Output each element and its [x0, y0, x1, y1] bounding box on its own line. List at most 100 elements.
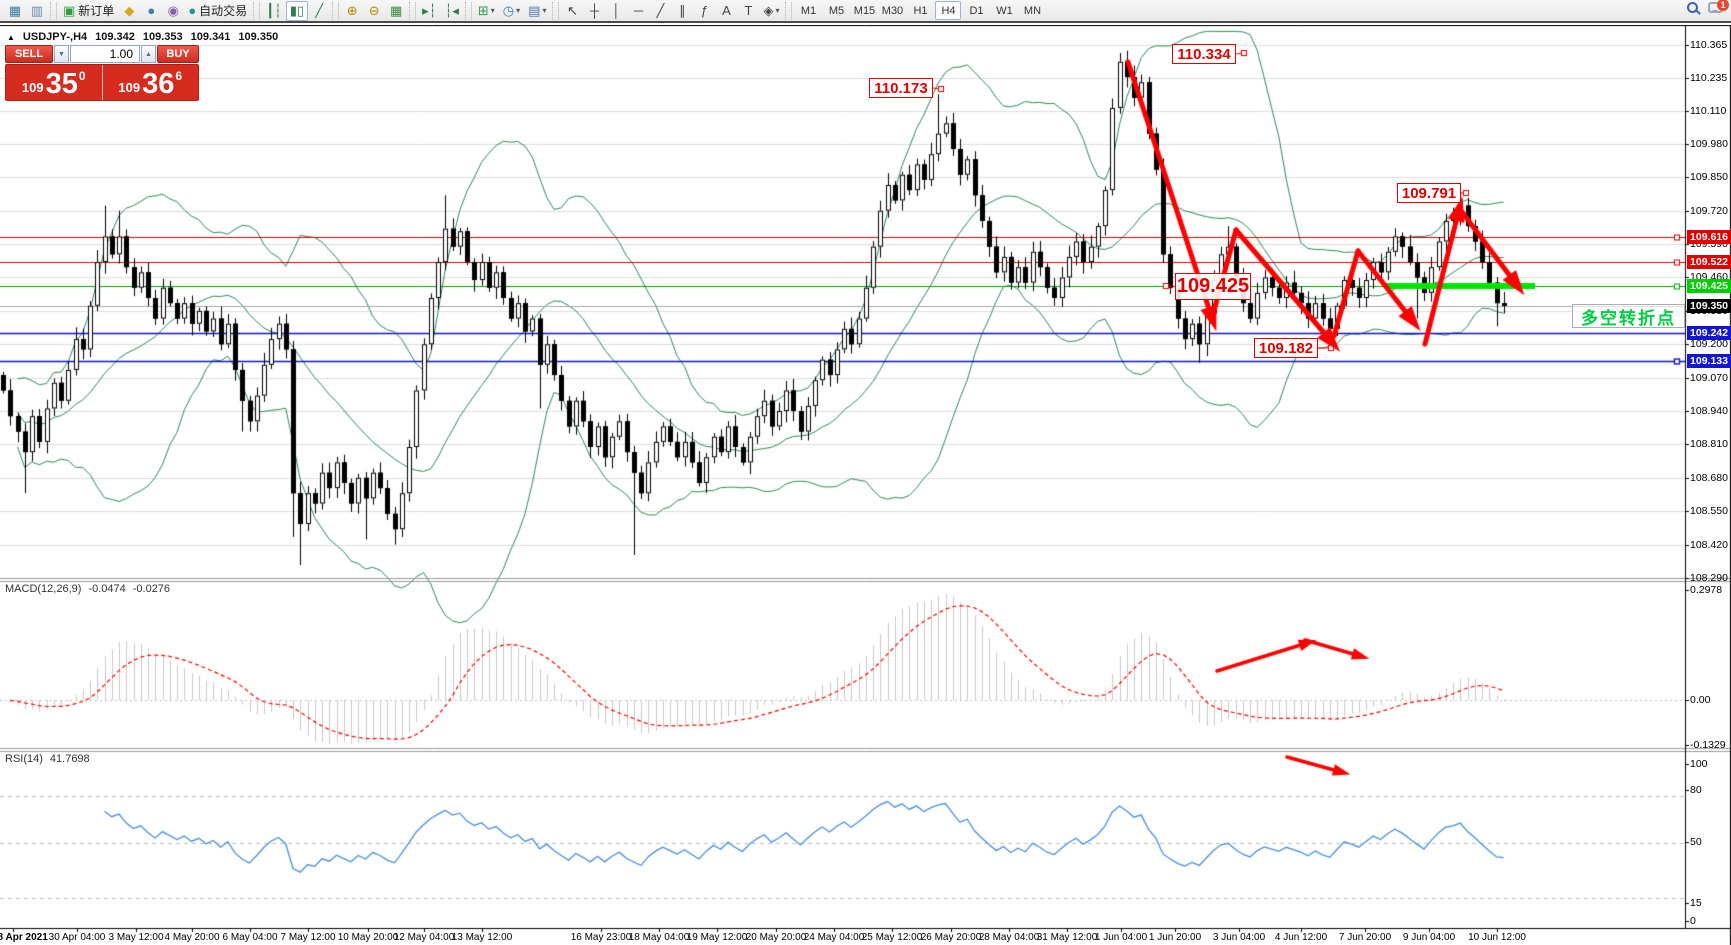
text-label-icon: T: [744, 3, 753, 18]
text-tool[interactable]: A: [715, 1, 737, 21]
fibonacci-tool[interactable]: ƒ: [693, 1, 715, 21]
ohlc-collapse-toggle[interactable]: ▲: [7, 32, 15, 42]
price-tick-label: 108.810: [1690, 438, 1728, 451]
template-icon: ▤: [528, 3, 541, 18]
price-annotation-110334[interactable]: 110.334: [1172, 44, 1236, 64]
sell-price-button[interactable]: 109 35 0: [6, 65, 103, 100]
buy-button[interactable]: BUY: [157, 45, 199, 63]
price-tick-label: 110.235: [1690, 72, 1728, 85]
market-depth-button[interactable]: ◆: [118, 1, 140, 21]
sell-button[interactable]: SELL: [5, 45, 53, 63]
price-chart-canvas[interactable]: [0, 25, 1731, 945]
price-tick-label: 109.980: [1690, 137, 1728, 150]
tile-windows-button[interactable]: ▦: [385, 1, 407, 21]
line-chart-button[interactable]: ╱: [308, 1, 330, 21]
price-flag-109.522: 109.522: [1687, 254, 1731, 269]
buy-price-base: 109: [118, 80, 141, 95]
time-axis-label: 18 May 04:00: [628, 932, 690, 943]
price-annotation-109425[interactable]: 109.425: [1175, 273, 1251, 300]
price-annotation-110173[interactable]: 110.173: [869, 78, 933, 98]
buy-price-button[interactable]: 109 36 6: [103, 65, 199, 100]
toolbar-separator: [552, 1, 560, 20]
timeframe-button-mn[interactable]: MN: [1023, 4, 1042, 17]
auto-scroll-icon: ┆◂: [444, 3, 459, 18]
time-axis-label: 24 May 04:00: [803, 932, 865, 943]
shapes-icon: ◈: [763, 3, 774, 18]
sell-price-base: 109: [21, 80, 44, 95]
volume-decrease-button[interactable]: ▼: [54, 45, 69, 63]
bar-chart-button[interactable]: ┃┆: [262, 1, 286, 21]
toolbar-separator: [785, 1, 793, 20]
time-axis-label: 28 Apr 2021: [0, 932, 48, 943]
macd-signal-value: -0.0276: [132, 583, 171, 595]
tile-windows-icon: ▦: [390, 3, 403, 18]
vertical-line-tool[interactable]: │: [605, 1, 627, 21]
price-flag-109.350: 109.350: [1687, 298, 1731, 313]
time-axis-label: 7 Jun 20:00: [1338, 932, 1392, 943]
toolbar-separator: [253, 1, 261, 20]
profiles-button[interactable]: ▥: [26, 1, 48, 21]
crosshair-tool-button[interactable]: ┼: [583, 1, 605, 21]
timeframe-button-m1[interactable]: M1: [800, 4, 817, 17]
chart-window: ▲ USDJPY-,H4 109.342 109.353 109.341 109…: [0, 25, 1731, 945]
market-person-icon: ●: [147, 3, 156, 18]
price-tick-label: 109.070: [1690, 371, 1728, 384]
volume-input[interactable]: 1.00: [70, 45, 140, 63]
price-tick-label: 109.200: [1690, 338, 1728, 351]
shapes-dropdown[interactable]: ◈ ▾: [759, 1, 783, 21]
chart-shift-button[interactable]: ▸┆: [418, 1, 440, 21]
time-axis-label: 20 May 20:00: [745, 932, 807, 943]
price-flag-109.425: 109.425: [1687, 279, 1731, 294]
accounts-button[interactable]: ●: [140, 1, 162, 21]
chat-icon[interactable]: 1: [1708, 0, 1729, 13]
timeframe-button-d1[interactable]: D1: [969, 4, 984, 17]
toolbar-separator: [464, 1, 472, 20]
turning-point-note[interactable]: 多空转折点: [1572, 304, 1685, 328]
trendline-icon: ╱: [656, 3, 665, 18]
ohlc-high: 109.353: [142, 31, 183, 43]
price-tick-label: 108.550: [1690, 505, 1728, 518]
trendline-tool[interactable]: ╱: [649, 1, 671, 21]
new-chart-button[interactable]: ▦: [4, 1, 26, 21]
timeframe-button-m30[interactable]: M30: [881, 4, 904, 17]
autotrade-label: 自动交易: [199, 4, 248, 18]
timeframe-button-h4[interactable]: H4: [935, 1, 962, 20]
candlestick-icon: ▮▯: [289, 3, 305, 18]
cursor-tool-button[interactable]: ↖: [561, 1, 583, 21]
text-icon: A: [722, 3, 731, 18]
volume-increase-button[interactable]: ▲: [141, 45, 156, 63]
indicators-dropdown[interactable]: ⊞ ▾: [474, 1, 499, 21]
symbol-period-sep: ,: [70, 31, 74, 43]
templates-dropdown[interactable]: ▤ ▾: [524, 1, 550, 21]
timeframe-button-m5[interactable]: M5: [828, 4, 845, 17]
toolbar-separator: [50, 1, 57, 20]
time-axis-label: 10 Jun 12:00: [1468, 932, 1526, 943]
channel-tool[interactable]: ∥: [671, 1, 693, 21]
time-axis-label: 4 May 20:00: [164, 932, 220, 943]
time-axis-label: 1 Jun 20:00: [1148, 932, 1202, 943]
time-axis-label: 3 Jun 04:00: [1212, 932, 1266, 943]
time-axis-label: 16 May 23:00: [570, 932, 632, 943]
text-label-tool[interactable]: T: [737, 1, 759, 21]
new-order-button[interactable]: ▣ 新订单: [59, 1, 118, 21]
price-flag-109.616: 109.616: [1687, 230, 1731, 245]
horizontal-line-tool[interactable]: ─: [627, 1, 649, 21]
rsi-axis-label: 50: [1690, 836, 1702, 848]
sell-price-big: 35: [45, 67, 78, 100]
candlestick-chart-button[interactable]: ▮▯: [285, 0, 309, 21]
time-axis-label: 26 May 20:00: [920, 932, 982, 943]
search-icon[interactable]: [1687, 2, 1698, 13]
signals-button[interactable]: ◉: [162, 1, 184, 21]
zoom-in-button[interactable]: ⊕: [341, 1, 363, 21]
zoom-out-button[interactable]: ⊖: [363, 1, 385, 21]
autotrade-button[interactable]: ● 自动交易: [184, 1, 251, 21]
auto-scroll-button[interactable]: ┆◂: [441, 1, 463, 21]
time-axis-label: 31 May 12:00: [1036, 932, 1098, 943]
timeframe-button-h1[interactable]: H1: [913, 4, 928, 17]
timeframe-button-m15[interactable]: M15: [853, 4, 876, 17]
timeframe-button-w1[interactable]: W1: [996, 4, 1013, 17]
price-annotation-109791[interactable]: 109.791: [1397, 183, 1461, 203]
new-chart-icon: ▦: [8, 3, 22, 18]
periods-dropdown[interactable]: ◷ ▾: [499, 1, 524, 21]
price-annotation-109182[interactable]: 109.182: [1254, 338, 1318, 358]
